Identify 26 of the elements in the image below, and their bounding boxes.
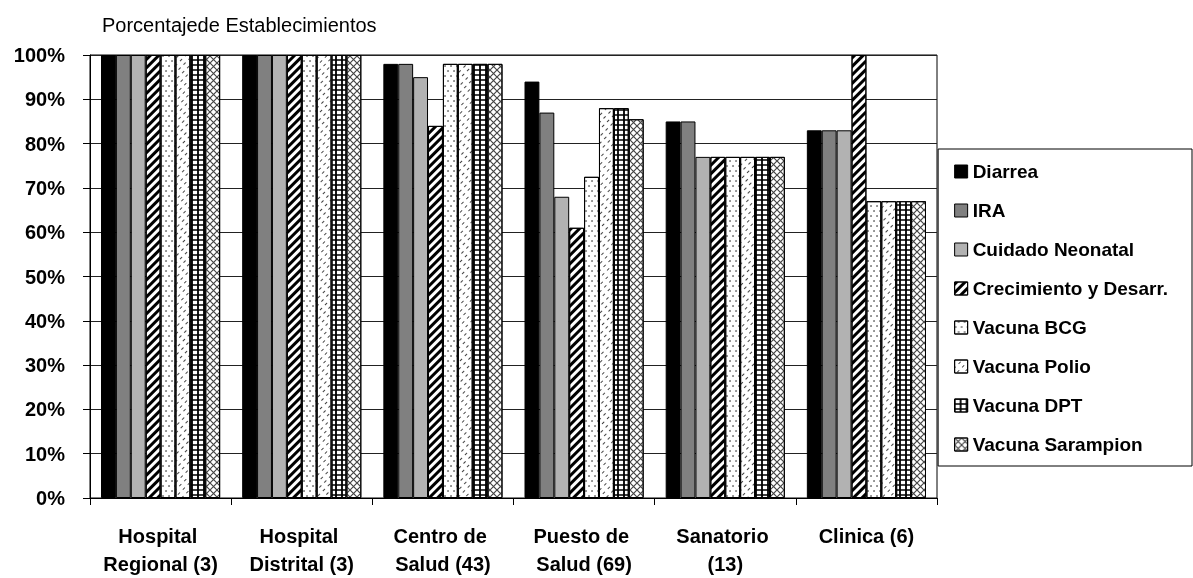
y-tick-label: 10% xyxy=(24,442,66,465)
x-tick-label: Hospital Distrital (3) xyxy=(249,525,354,575)
y-tick-label: 70% xyxy=(24,176,66,199)
x-tick-label: Centro de Salud (43) xyxy=(393,525,493,575)
legend-label: Crecimiento y Desarr. xyxy=(972,278,1168,299)
x-tick-label: Puesto de Salud (69) xyxy=(533,525,635,575)
y-tick-label: 0% xyxy=(36,487,66,509)
legend-label: Diarrea xyxy=(972,161,1039,182)
y-tick-label: 20% xyxy=(24,398,66,421)
x-tick-label: Hospital Regional (3) xyxy=(103,525,218,575)
y-tick-label: 30% xyxy=(24,354,66,377)
legend-label: Vacuna BCG xyxy=(972,317,1087,338)
x-tick-label: Clinica (6) xyxy=(818,525,915,547)
y-tick-label: 100% xyxy=(13,44,66,66)
legend-label: Vacuna Sarampion xyxy=(972,434,1143,455)
legend-label: Cuidado Neonatal xyxy=(972,239,1135,260)
y-tick-label: 60% xyxy=(24,221,66,244)
x-tick-label: Sanatorio (13) xyxy=(676,525,775,575)
y-tick-label: 90% xyxy=(24,88,66,111)
y-axis-title: Porcentajede Establecimientos xyxy=(102,14,377,36)
y-tick-label: 40% xyxy=(24,309,66,332)
legend-label: IRA xyxy=(972,200,1006,221)
y-tick-label: 50% xyxy=(24,265,66,288)
y-tick-label: 80% xyxy=(24,132,66,155)
legend-label: Vacuna Polio xyxy=(972,356,1091,377)
legend-label: Vacuna DPT xyxy=(972,395,1083,416)
